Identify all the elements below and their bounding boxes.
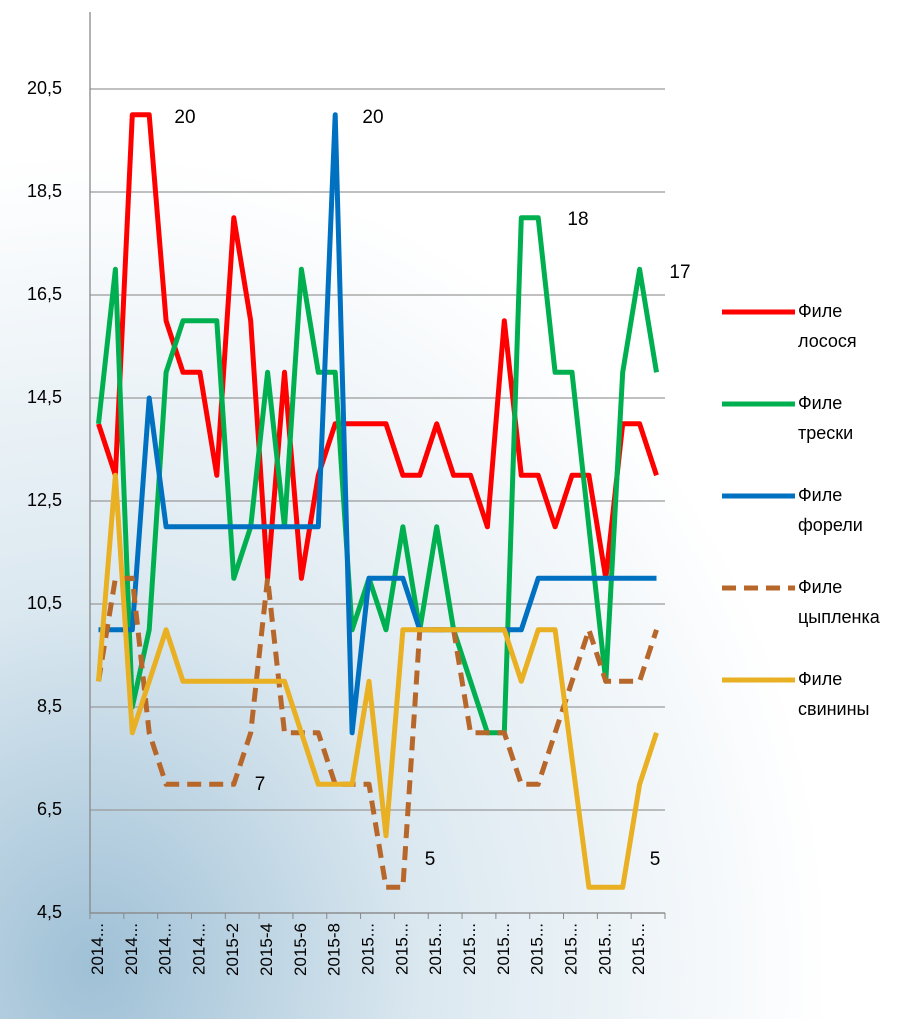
annotation: 18 bbox=[567, 209, 588, 230]
x-tick-label: 2014... bbox=[88, 923, 107, 975]
y-tick-label: 18,5 bbox=[27, 181, 62, 201]
x-tick-label: 2015... bbox=[359, 923, 378, 975]
annotation: 20 bbox=[362, 107, 383, 128]
x-tick-label: 2015... bbox=[629, 923, 648, 975]
legend-label-line: Филе bbox=[798, 393, 842, 413]
x-tick-label: 2015... bbox=[595, 923, 614, 975]
x-tick-label: 2015-4 bbox=[257, 923, 276, 976]
legend-label-line: Филе bbox=[798, 577, 842, 597]
y-tick-label: 6,5 bbox=[37, 799, 62, 819]
legend-label-line: лосося bbox=[798, 331, 857, 351]
x-tick-label: 2015... bbox=[392, 923, 411, 975]
legend-label: Филе цыпленка bbox=[798, 577, 881, 627]
legend-label-line: трески bbox=[798, 423, 853, 443]
legend-label-line: Филе bbox=[798, 301, 842, 321]
y-tick-label: 4,5 bbox=[37, 902, 62, 922]
x-tick-label: 2015... bbox=[561, 923, 580, 975]
x-tick-label: 2015... bbox=[494, 923, 513, 975]
legend-label-line: свинины bbox=[798, 699, 870, 719]
y-tick-label: 20,5 bbox=[27, 78, 62, 98]
x-tick-label: 2014... bbox=[156, 923, 175, 975]
legend-label: Филе трески bbox=[798, 393, 853, 443]
y-tick-label: 8,5 bbox=[37, 696, 62, 716]
legend-label-line: форели bbox=[798, 515, 863, 535]
legend-label-line: Филе bbox=[798, 669, 842, 689]
legend-label: Филе свинины bbox=[798, 669, 870, 719]
series-line bbox=[96, 472, 659, 890]
series-line bbox=[96, 215, 659, 736]
x-tick-label: 2015-8 bbox=[325, 923, 344, 976]
y-tick-label: 14,5 bbox=[27, 387, 62, 407]
x-tick-label: 2015... bbox=[426, 923, 445, 975]
series-line bbox=[96, 112, 659, 581]
x-tick-label: 2015-6 bbox=[291, 923, 310, 976]
annotation: 5 bbox=[425, 849, 436, 870]
legend-label-line: цыпленка bbox=[798, 607, 881, 627]
y-tick-label: 16,5 bbox=[27, 284, 62, 304]
legend-label: Филе лосося bbox=[798, 301, 857, 351]
legend-label: Филе форели bbox=[798, 485, 863, 535]
y-tick-label: 12,5 bbox=[27, 490, 62, 510]
annotation: 20 bbox=[174, 107, 195, 128]
x-tick-label: 2014... bbox=[122, 923, 141, 975]
x-tick-label: 2015... bbox=[460, 923, 479, 975]
x-tick-label: 2015... bbox=[528, 923, 547, 975]
x-tick-label: 2014... bbox=[189, 923, 208, 975]
x-tick-label: 2015-2 bbox=[223, 923, 242, 976]
legend-label-line: Филе bbox=[798, 485, 842, 505]
annotation: 5 bbox=[650, 849, 661, 870]
annotation: 17 bbox=[669, 262, 690, 283]
annotation: 7 bbox=[255, 774, 266, 795]
series-line bbox=[98, 112, 657, 736]
y-tick-label: 10,5 bbox=[27, 593, 62, 613]
